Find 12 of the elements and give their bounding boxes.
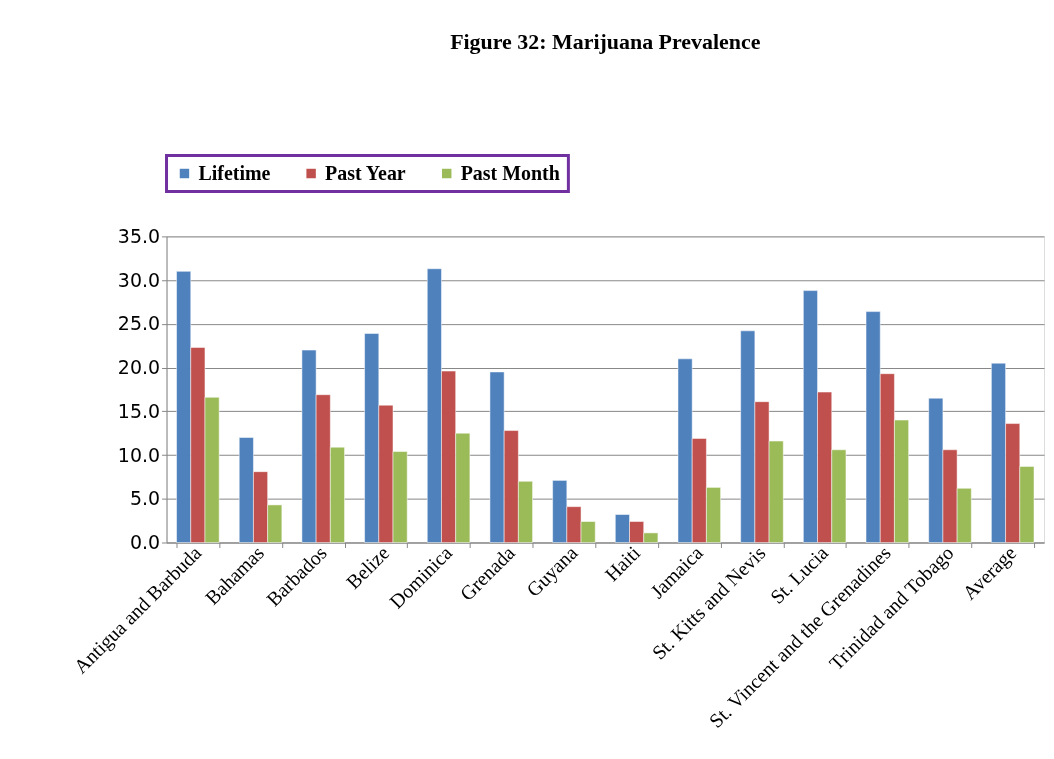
y-tick-label: 25.0: [117, 312, 161, 335]
y-tick-label: 35.0: [117, 224, 161, 247]
y-tick-label: 0.0: [129, 530, 161, 553]
y-tick-label: 15.0: [117, 399, 161, 422]
y-tick-label: 20.0: [117, 356, 161, 379]
y-tick-label: 10.0: [117, 443, 161, 466]
chart-title: Figure 32: Marijuana Prevalence: [450, 29, 761, 55]
legend-label: Past Year: [325, 161, 406, 184]
legend-label: Lifetime: [198, 161, 271, 184]
y-tick-label: 30.0: [117, 268, 161, 291]
y-tick-label: 5.0: [129, 487, 161, 510]
legend-label: Past Month: [460, 161, 560, 184]
